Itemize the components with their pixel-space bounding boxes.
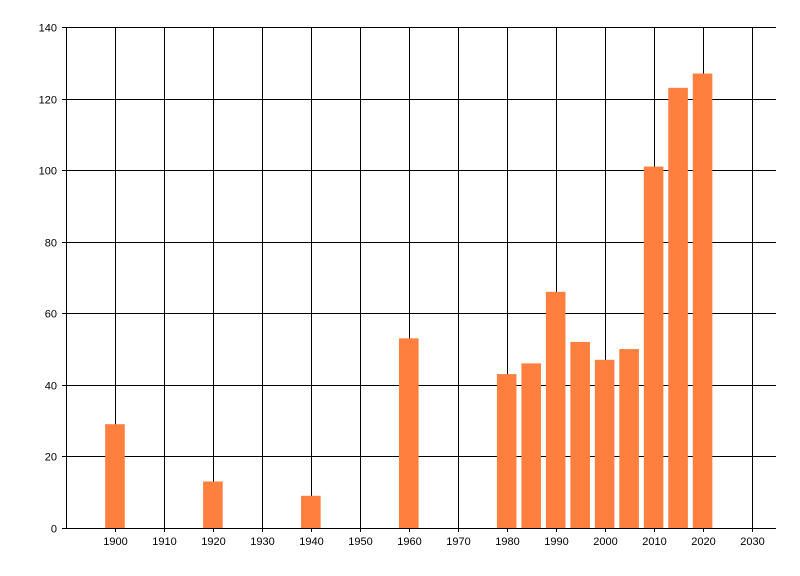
bars <box>105 73 713 529</box>
bar-1900 <box>105 424 125 528</box>
bar-2000 <box>594 359 615 528</box>
bar-1960 <box>398 338 419 528</box>
y-tick-label: 20 <box>45 452 57 464</box>
y-tick-label: 100 <box>39 166 57 178</box>
bar-1940 <box>301 495 321 528</box>
bar-2005 <box>619 349 639 528</box>
y-tick-labels: 0 20 40 60 80 100 120 140 <box>39 23 57 536</box>
x-tick-label: 1940 <box>299 536 323 548</box>
x-tick-label: 2020 <box>691 536 715 548</box>
bar-1990 <box>545 291 566 528</box>
y-tick-label: 80 <box>45 238 57 250</box>
y-tick-label: 120 <box>39 95 57 107</box>
bar-1920 <box>203 481 223 528</box>
x-tick-labels: 1900 1910 1920 1930 1940 1950 1960 1970 1980 1990… <box>103 536 764 548</box>
axes <box>62 27 776 532</box>
bar-2020 <box>692 73 713 529</box>
y-tick-label: 60 <box>45 309 57 321</box>
bar-1980 <box>496 374 517 528</box>
y-tick-label: 140 <box>39 23 57 35</box>
x-tick-label: 1960 <box>397 536 421 548</box>
y-tick-label: 0 <box>51 524 57 536</box>
x-tick-label: 1910 <box>152 536 176 548</box>
x-tick-label: 1980 <box>495 536 519 548</box>
bar-1995 <box>570 341 590 528</box>
x-tick-label: 1990 <box>544 536 568 548</box>
y-tick-label: 40 <box>45 381 57 393</box>
bar-1985 <box>521 363 541 528</box>
bar-2015 <box>668 87 688 528</box>
x-tick-label: 2010 <box>642 536 666 548</box>
x-tick-label: 2000 <box>593 536 617 548</box>
bar-2010 <box>643 166 664 529</box>
x-tick-label: 1930 <box>250 536 274 548</box>
x-tick-label: 2030 <box>740 536 764 548</box>
x-tick-label: 1900 <box>103 536 127 548</box>
x-tick-label: 1970 <box>446 536 470 548</box>
x-tick-label: 1920 <box>201 536 225 548</box>
x-tick-label: 1950 <box>348 536 372 548</box>
